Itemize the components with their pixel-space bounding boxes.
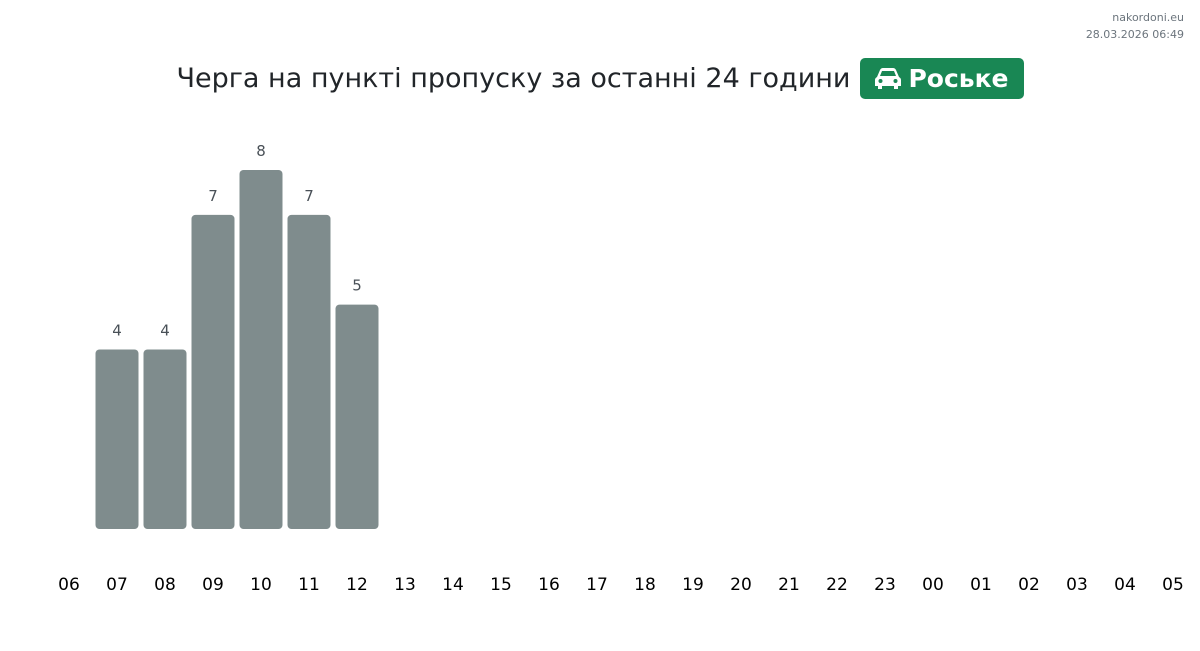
x-tick-label: 02 <box>1018 575 1040 595</box>
header: Черга на пункті пропуску за останні 24 г… <box>0 58 1200 99</box>
bar <box>191 214 235 529</box>
x-tick-label: 21 <box>778 575 800 595</box>
value-label: 7 <box>304 187 314 205</box>
value-label: 7 <box>208 187 218 205</box>
x-tick-label: 05 <box>1162 575 1184 595</box>
x-tick-label: 01 <box>970 575 992 595</box>
bar <box>143 349 187 529</box>
x-tick-label: 16 <box>538 575 560 595</box>
x-tick-label: 23 <box>874 575 896 595</box>
x-tick-label: 18 <box>634 575 656 595</box>
chart-title: Черга на пункті пропуску за останні 24 г… <box>176 63 851 94</box>
bar <box>287 214 331 529</box>
x-tick-label: 03 <box>1066 575 1088 595</box>
timestamp: 28.03.2026 06:49 <box>1085 28 1184 41</box>
x-tick-label: 08 <box>154 575 176 595</box>
value-label: 4 <box>160 322 170 340</box>
bar <box>239 170 283 529</box>
crossing-badge: Роське <box>860 58 1024 99</box>
source[interactable]: nakordoni.eu <box>1112 11 1184 24</box>
x-tick-label: 09 <box>202 575 224 595</box>
car-icon <box>875 67 902 89</box>
x-tick-label: 15 <box>490 575 512 595</box>
x-tick-label: 11 <box>298 575 320 595</box>
x-tick-label: 13 <box>394 575 416 595</box>
x-tick-label: 06 <box>58 575 80 595</box>
x-tick-label: 04 <box>1114 575 1136 595</box>
bar <box>95 349 139 529</box>
x-tick-label: 12 <box>346 575 368 595</box>
badge-label: Роське <box>908 64 1009 93</box>
x-tick-label: 17 <box>586 575 608 595</box>
x-tick-label: 14 <box>442 575 464 595</box>
x-tick-label: 00 <box>922 575 944 595</box>
source-info: nakordoni.eu 28.03.2026 06:49 <box>1086 9 1184 43</box>
x-tick-label: 19 <box>682 575 704 595</box>
x-tick-label: 20 <box>730 575 752 595</box>
bar <box>335 304 379 529</box>
x-tick-label: 22 <box>826 575 848 595</box>
x-tick-label: 07 <box>106 575 128 595</box>
x-tick-label: 10 <box>250 575 272 595</box>
value-label: 4 <box>112 322 122 340</box>
value-label: 5 <box>352 277 362 295</box>
value-label: 8 <box>256 142 266 160</box>
